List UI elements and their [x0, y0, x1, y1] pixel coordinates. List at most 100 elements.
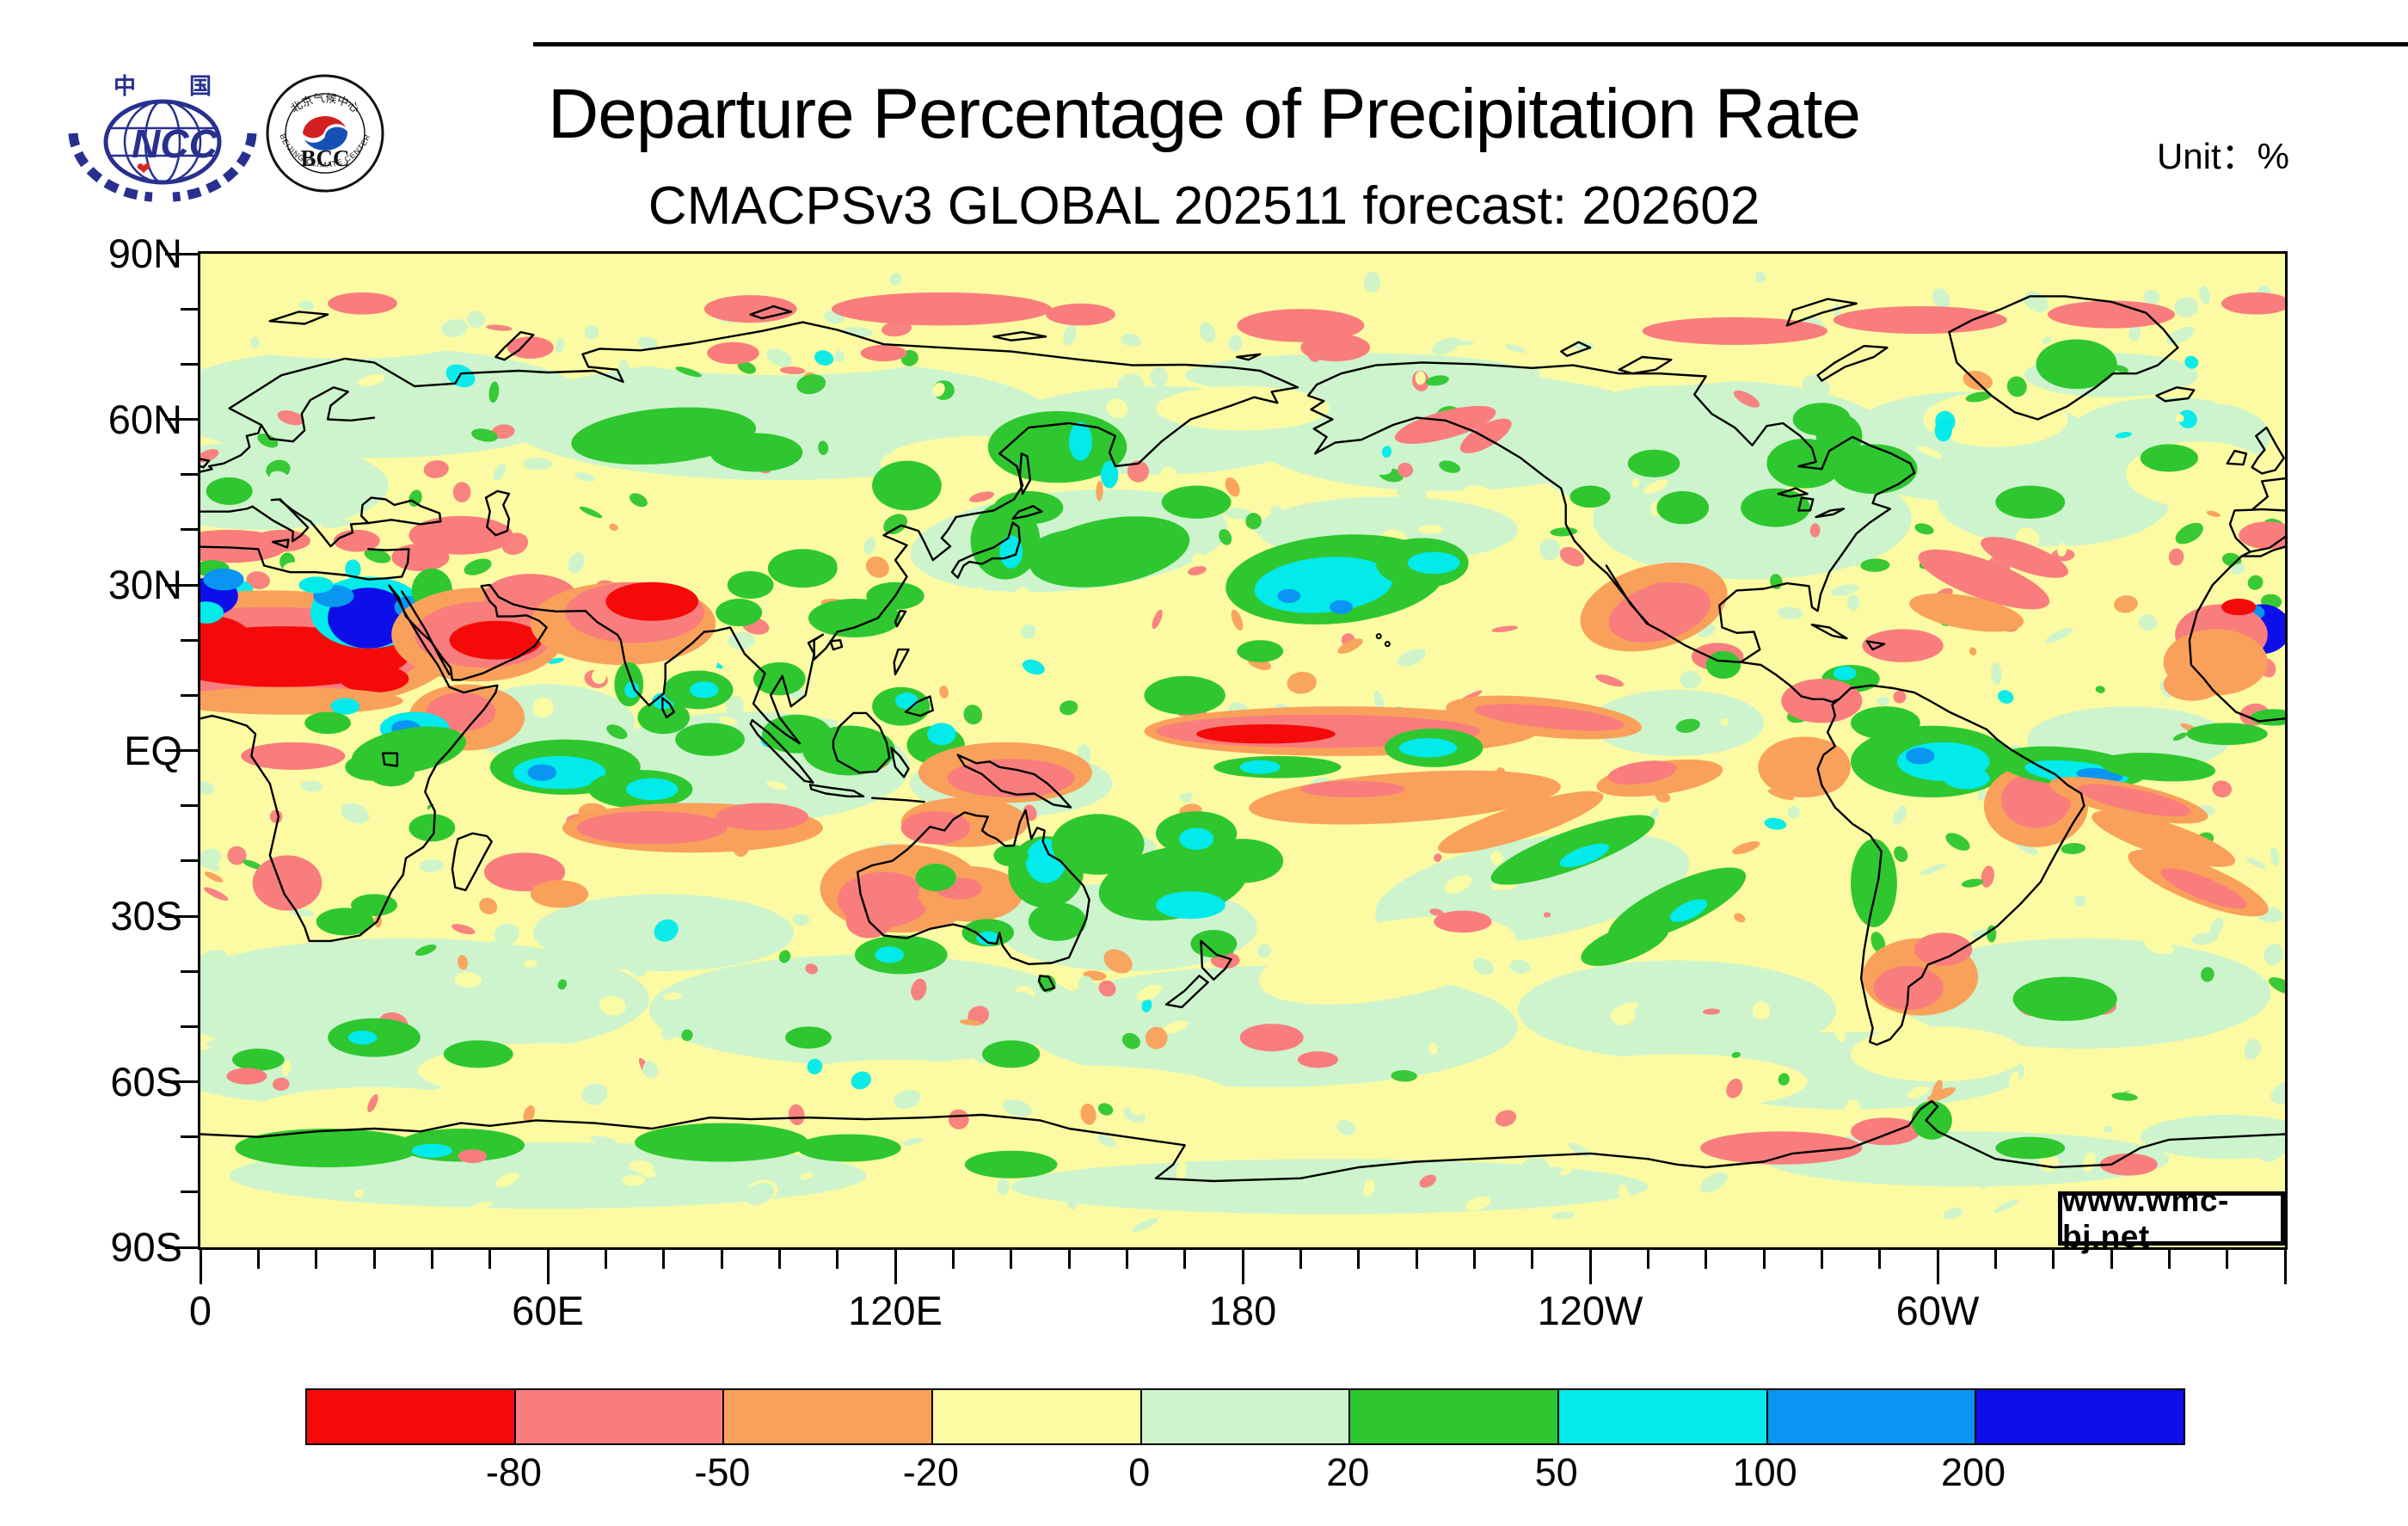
y-axis-label: 90S: [110, 1224, 182, 1270]
x-minor-tick: [662, 1250, 666, 1269]
colorbar-segment: [933, 1390, 1142, 1443]
y-axis-label: EQ: [124, 727, 182, 773]
colorbar-segment: [1141, 1390, 1351, 1443]
y-minor-tick: [181, 473, 198, 477]
y-major-tick: [165, 252, 198, 255]
x-minor-tick: [1820, 1250, 1823, 1269]
x-minor-tick: [1357, 1250, 1361, 1269]
x-minor-tick: [604, 1250, 607, 1269]
x-major-tick: [1241, 1250, 1244, 1284]
colorbar-segment: [515, 1390, 725, 1443]
colorbar-tick-label: 0: [1128, 1450, 1151, 1494]
ncc-logo-cn-left: 中: [114, 73, 136, 99]
x-minor-tick: [1125, 1250, 1128, 1269]
bcc-cloud-blue: [304, 126, 348, 151]
y-major-tick: [165, 749, 198, 752]
y-major-tick: [165, 914, 198, 918]
colorbar-segment: [1559, 1390, 1768, 1443]
x-minor-tick: [430, 1250, 433, 1269]
colorbar-tick-label: -80: [485, 1450, 542, 1494]
x-minor-tick: [1646, 1250, 1649, 1269]
y-minor-tick: [181, 1025, 198, 1028]
x-minor-tick: [1067, 1250, 1071, 1269]
colorbar-tick-label: -50: [694, 1450, 751, 1494]
ncc-logo-acronym: NCC: [132, 121, 218, 166]
x-minor-tick: [2110, 1250, 2113, 1269]
ncc-logo-cn-right: 国: [189, 73, 212, 99]
y-minor-tick: [181, 1191, 198, 1194]
colorbar-tick-label: -20: [902, 1450, 959, 1494]
y-minor-tick: [181, 638, 198, 642]
top-border-line: [533, 42, 2408, 46]
colorbar-segment: [724, 1390, 934, 1443]
x-minor-tick: [1415, 1250, 1418, 1269]
y-major-tick: [165, 1246, 198, 1249]
coastlines: [200, 295, 2285, 1183]
bcc-cloud-red: [303, 116, 346, 138]
x-minor-tick: [2052, 1250, 2055, 1269]
colorbar-segment: [1350, 1390, 1560, 1443]
x-minor-tick: [256, 1250, 260, 1269]
colorbar-tick-label: 100: [1732, 1450, 1797, 1494]
x-minor-tick: [1878, 1250, 1882, 1269]
x-minor-tick: [1183, 1250, 1187, 1269]
y-minor-tick: [181, 804, 198, 808]
x-minor-tick: [1993, 1250, 1997, 1269]
x-minor-tick: [951, 1250, 955, 1269]
y-minor-tick: [181, 1135, 198, 1139]
x-major-tick: [546, 1250, 550, 1284]
y-axis-label: 90N: [108, 231, 182, 276]
x-major-tick: [1936, 1250, 1939, 1284]
y-minor-tick: [181, 362, 198, 366]
ncc-logo: 中 国 NCC ❤: [68, 73, 257, 202]
x-major-tick: [199, 1250, 202, 1284]
world-precipitation-map: [198, 251, 2288, 1250]
unit-label: Unit：%: [2156, 136, 2289, 176]
watermark: www.wmc-bj.net: [2058, 1183, 2285, 1254]
x-minor-tick: [372, 1250, 376, 1269]
y-minor-tick: [181, 307, 198, 311]
y-minor-tick: [181, 528, 198, 532]
x-axis-label: 60W: [1895, 1288, 1980, 1333]
anomaly-feature-blobs: [200, 292, 2285, 1178]
map-plot: [200, 254, 2285, 1247]
ncc-logo-heart-icon: ❤: [137, 160, 151, 179]
x-axis-label: 120E: [848, 1288, 943, 1333]
x-minor-tick: [720, 1250, 723, 1269]
x-major-tick: [1588, 1250, 1592, 1284]
colorbar: [305, 1388, 2185, 1445]
colorbar-segment: [1767, 1390, 1977, 1443]
y-axis-label: 60S: [110, 1058, 182, 1105]
x-axis-label: 180: [1208, 1288, 1277, 1333]
y-axis-label: 30N: [108, 562, 182, 607]
page-subtitle: CMACPSv3 GLOBAL 202511 forecast: 202602: [648, 176, 1760, 236]
x-major-tick: [894, 1250, 897, 1284]
x-minor-tick: [1705, 1250, 1708, 1269]
colorbar-tick-label: 200: [1941, 1450, 2006, 1494]
x-minor-tick: [1010, 1250, 1013, 1269]
x-minor-tick: [777, 1250, 781, 1269]
x-minor-tick: [2226, 1250, 2229, 1269]
bcc-logo: 北京气候中心 BEIJING CLIMATE CENTER BCC: [266, 74, 384, 193]
x-minor-tick: [315, 1250, 318, 1269]
y-major-tick: [165, 418, 198, 421]
x-axis-label: 60E: [512, 1288, 584, 1333]
x-minor-tick: [1762, 1250, 1766, 1269]
y-minor-tick: [181, 859, 198, 863]
page-title: Departure Percentage of Precipitation Ra…: [547, 75, 1861, 153]
colorbar-tick-label: 20: [1326, 1450, 1370, 1494]
y-axis-label: 30S: [110, 893, 182, 938]
x-minor-tick: [2167, 1250, 2171, 1269]
colorbar-segment: [1976, 1390, 2184, 1443]
x-major-tick: [2283, 1250, 2287, 1284]
x-axis-label: 120W: [1537, 1288, 1643, 1333]
bcc-logo-acronym: BCC: [300, 145, 349, 171]
y-major-tick: [165, 583, 198, 587]
y-axis-label: 60N: [108, 396, 182, 442]
x-axis-label: 0: [188, 1288, 212, 1333]
x-minor-tick: [1472, 1250, 1476, 1269]
y-minor-tick: [181, 693, 198, 697]
x-minor-tick: [1299, 1250, 1302, 1269]
x-minor-tick: [1531, 1250, 1534, 1269]
